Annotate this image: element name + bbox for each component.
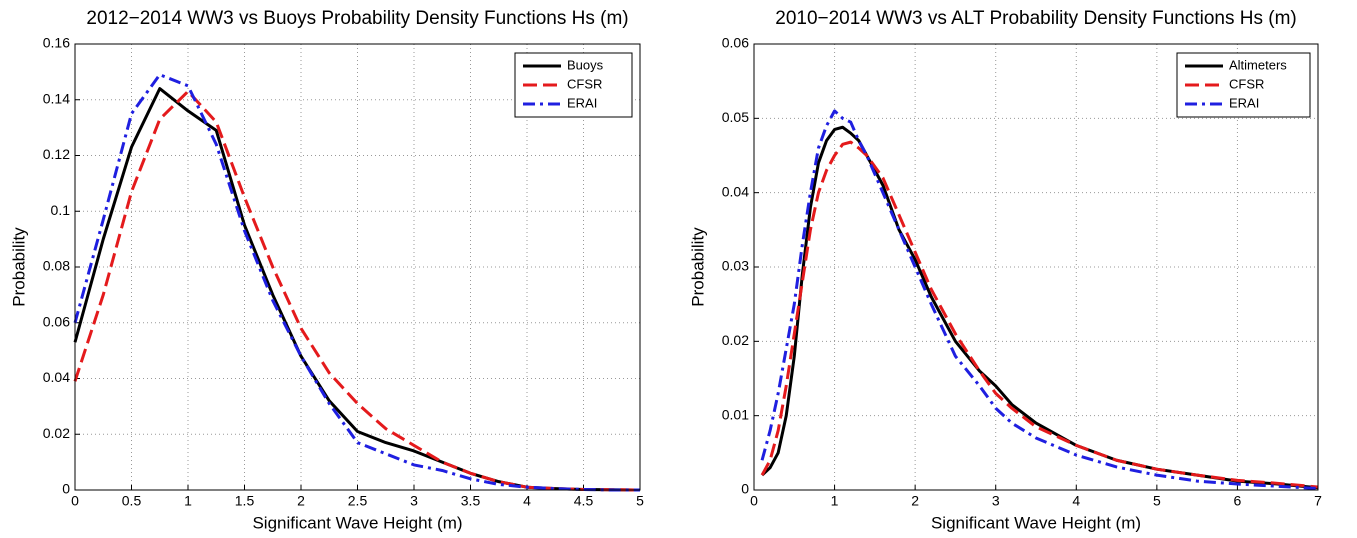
axes-box (74, 43, 641, 491)
y-tick-label: 0.02 (722, 332, 749, 348)
y-tick-label: 0.03 (722, 258, 749, 274)
x-tick-label: 1.5 (235, 493, 255, 509)
x-tick-label: 3 (992, 493, 1000, 509)
y-tick-label: 0.1 (51, 202, 71, 218)
y-tick-label: 0 (741, 481, 749, 497)
x-tick-label: 4 (523, 493, 531, 509)
series-line (760, 109, 1319, 491)
panel: 0 0.01 0.02 0.03 0.04 0.05 0.06 0 1 2 3 4 5 6 7 2010−20… (688, 8, 1322, 532)
y-tick-label: 0.04 (722, 183, 749, 199)
x-axis-label: Significant Wave Height (m) (931, 513, 1141, 532)
axes-box (753, 43, 1319, 491)
x-tick-label: 0 (71, 493, 79, 509)
legend-label: ERAI (567, 95, 597, 110)
legend-box (1176, 52, 1311, 118)
y-tick-label: 0 (62, 481, 70, 497)
chart-title: 2010−2014 WW3 vs ALT Probability Density… (775, 8, 1296, 29)
x-tick-label: 4 (1072, 493, 1080, 509)
x-tick-label: 7 (1314, 493, 1322, 509)
y-tick-label: 0.05 (722, 109, 749, 125)
y-axis-label: Probability (9, 227, 28, 307)
y-tick-label: 0.08 (43, 258, 70, 274)
x-axis-label: Significant Wave Height (m) (252, 513, 462, 532)
x-tick-label: 2 (911, 493, 919, 509)
plot-area (754, 44, 1318, 490)
y-tick-label: 0.16 (43, 35, 70, 51)
y-tick-label: 0.14 (43, 90, 70, 106)
x-tick-label: 3 (410, 493, 418, 509)
x-tick-label: 0 (750, 493, 758, 509)
x-tick-label: 5 (636, 493, 644, 509)
panel: 0 0.02 0.04 0.06 0.08 0.1 0.12 0.14 0.16 0 0.5 1 1.5… (9, 8, 644, 532)
y-tick-label: 0.04 (43, 369, 70, 385)
legend-label: Buoys (567, 57, 604, 72)
y-tick-label: 0.06 (722, 35, 749, 51)
y-axis-label: Probability (688, 227, 707, 307)
series-line (73, 73, 640, 492)
series-line (73, 89, 641, 492)
legend-label: Altimeters (1229, 57, 1287, 72)
x-tick-label: 0.5 (122, 493, 142, 509)
x-tick-label: 6 (1234, 493, 1242, 509)
legend-label: CFSR (567, 76, 602, 91)
x-tick-label: 1 (184, 493, 192, 509)
y-tick-label: 0.06 (43, 313, 70, 329)
x-tick-label: 2.5 (348, 493, 368, 509)
legend-label: CFSR (1229, 76, 1264, 91)
legend-label: ERAI (1229, 95, 1259, 110)
chart-title: 2012−2014 WW3 vs Buoys Probability Densi… (86, 8, 628, 29)
series-line (760, 140, 1319, 489)
x-tick-label: 1 (831, 493, 839, 509)
x-tick-label: 4.5 (574, 493, 594, 509)
plot-area (75, 44, 640, 490)
x-tick-label: 2 (297, 493, 305, 509)
y-tick-label: 0.01 (722, 406, 749, 422)
x-tick-label: 5 (1153, 493, 1161, 509)
y-tick-label: 0.02 (43, 425, 70, 441)
x-tick-label: 3.5 (461, 493, 481, 509)
y-tick-label: 0.12 (43, 146, 70, 162)
